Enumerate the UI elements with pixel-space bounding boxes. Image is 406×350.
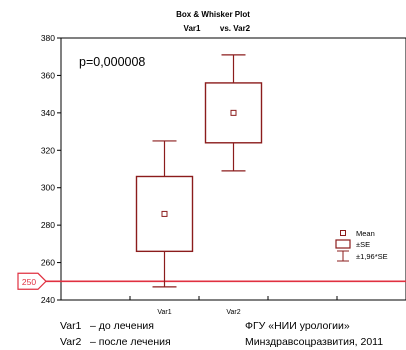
plot-frame [60,37,406,301]
y-tick-label: 320 [41,145,55,155]
y-tick-label: 340 [41,108,55,118]
y-tick-label: 260 [41,258,55,268]
x-tick-label: Var2 [226,309,240,316]
institute-name: ФГУ «НИИ урологии» [245,320,350,332]
chart-subtitle-var2: vs. Var2 [220,24,251,33]
reference-line-label: 250 [22,277,36,287]
footnote-text: – до лечения [90,320,154,332]
legend-label: ±1,96*SE [356,252,388,261]
ministry-year: Минздравсоцразвития, 2011 [245,336,384,348]
footnote-term: Var2 [60,336,82,348]
legend-mean-symbol [340,230,346,236]
y-tick-label: 280 [41,220,55,230]
footnote-text: – после лечения [90,336,171,348]
legend-box-symbol [335,239,351,249]
footnote-term: Var1 [60,320,82,332]
x-tick-label: Var1 [157,309,171,316]
y-tick-label: 360 [41,70,55,80]
legend-label: ±SE [356,240,370,249]
reference-line-label-box [17,272,47,290]
reference-line: 250 [17,272,406,290]
chart-subtitle-var1: Var1 [184,24,201,33]
box-series [135,54,263,288]
legend-label: Mean [356,229,375,238]
legend: Mean ±SE ±1,96*SE [335,229,388,262]
x-axis: Var1 Var2 [129,296,338,316]
y-tick-label: 380 [41,33,55,43]
footnote-var2: Var2 – после лечения [60,336,171,348]
chart-title: Box & Whisker Plot [176,10,250,19]
y-axis: 240 260 280 300 320 340 360 380 [41,33,61,305]
y-tick-label: 240 [41,295,55,305]
p-value-annotation: p=0,000008 [79,55,145,69]
mean-marker [161,210,168,217]
mean-marker [230,109,237,116]
footnote-var1: Var1 – до лечения [60,320,154,332]
y-tick-label: 300 [41,183,55,193]
se-box [135,175,194,253]
